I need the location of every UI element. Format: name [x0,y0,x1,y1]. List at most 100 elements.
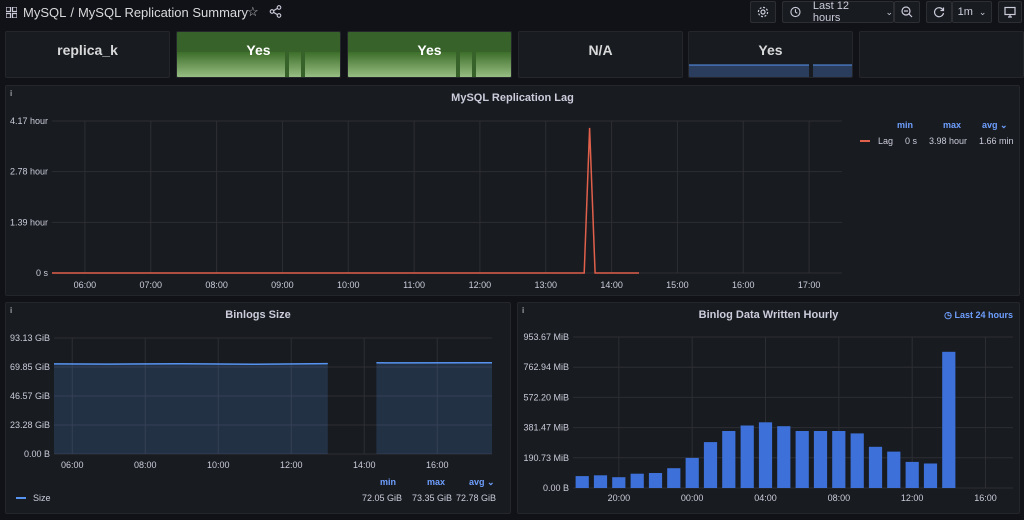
apps-grid-icon[interactable] [6,7,17,18]
bar [703,442,718,488]
info-icon[interactable]: i [10,306,13,315]
x-tick-label: 13:00 [534,280,557,290]
legend-series-name[interactable]: Lag [878,136,894,146]
size-series-area [54,363,328,454]
stat-panel-sql-running: Yes [347,31,512,78]
dashboard-settings-button[interactable] [750,1,776,23]
legend-header-min[interactable]: min [380,477,397,487]
x-tick-label: 12:00 [469,280,492,290]
y-tick-label: 0.00 B [543,483,569,493]
legend-header-max[interactable]: max [427,477,446,487]
x-tick-label: 06:00 [61,460,84,470]
share-icon[interactable] [269,5,282,18]
legend-swatch [860,140,870,142]
x-tick-label: 10:00 [337,280,360,290]
y-tick-label: 762.94 MiB [523,362,569,372]
bar [593,475,608,488]
stat-panel-na: N/A [518,31,683,78]
legend-series-name[interactable]: Size [33,493,51,503]
x-tick-label: 07:00 [139,280,162,290]
y-tick-label: 0.00 B [24,449,50,459]
x-tick-label: 12:00 [901,493,924,503]
zoom-out-button[interactable] [894,1,920,23]
legend-max: 3.98 hour [929,136,968,146]
size-series-area [376,362,492,454]
bar [685,457,699,488]
x-tick-label: 09:00 [271,280,294,290]
stat-panel-read-only: Yes [688,31,853,78]
stat-sparkline [177,32,340,77]
bar [648,473,663,488]
bar [923,463,938,488]
legend-swatch [16,497,26,499]
y-tick-label: 0 s [36,268,49,278]
chevron-down-icon: ⌄ [487,477,495,487]
refresh-button[interactable] [926,1,952,23]
bar [905,461,919,488]
legend-header-min[interactable]: min [897,120,914,130]
x-tick-label: 15:00 [666,280,689,290]
x-tick-label: 16:00 [426,460,449,470]
x-tick-label: 12:00 [280,460,303,470]
info-icon[interactable]: i [522,306,525,315]
refresh-interval-label: 1m [957,6,973,18]
legend-header-avg[interactable]: avg ⌄ [469,477,495,488]
bar [630,473,644,488]
bar [740,425,754,488]
legend-header-max[interactable]: max [943,120,962,130]
time-range-picker[interactable]: Last 12 hours ⌄ [782,0,894,24]
stat-value: Yes [417,42,442,58]
star-icon[interactable]: ☆ [247,4,259,19]
breadcrumb-separator: / [70,5,74,20]
stat-sparkline [689,64,852,77]
clock-icon [790,6,801,18]
bar [612,477,626,488]
bar [575,476,589,488]
bar [667,468,681,488]
panel-title: Binlog Data Written Hourly [698,309,839,321]
y-tick-label: 4.17 hour [10,116,48,126]
chevron-down-icon: ⌄ [885,6,893,17]
x-tick-label: 20:00 [608,493,631,503]
stat-panel-replica-name: replica_k [5,31,170,78]
x-tick-label: 08:00 [134,460,157,470]
y-tick-label: 93.13 GiB [10,333,50,343]
y-tick-label: 381.47 MiB [523,423,569,433]
x-tick-label: 11:00 [403,280,425,290]
tv-mode-button[interactable] [998,1,1022,23]
bar [777,426,791,488]
bar [942,351,956,488]
legend-header-avg[interactable]: avg ⌄ [982,120,1008,131]
x-tick-label: 04:00 [754,493,777,503]
x-tick-label: 08:00 [205,280,228,290]
stat-panel-empty [859,31,1024,78]
x-tick-label: 17:00 [798,280,821,290]
legend-avg: 72.78 GiB [456,493,497,503]
y-tick-label: 1.39 hour [10,217,48,227]
stat-sparkline [348,32,511,77]
time-override-label: Last 24 hours [954,310,1013,320]
bar [832,431,846,488]
chevron-down-icon: ⌄ [1000,120,1008,130]
stat-panel-io-running: Yes [176,31,341,78]
bar [850,433,864,488]
y-tick-label: 2.78 hour [10,167,48,177]
info-icon[interactable]: i [10,89,13,98]
y-tick-label: 953.67 MiB [523,332,569,342]
panel-title: Binlogs Size [225,309,291,321]
bar [887,451,901,488]
x-tick-label: 08:00 [828,493,851,503]
refresh-interval-picker[interactable]: 1m ⌄ [952,1,992,23]
time-range-label: Last 12 hours [812,0,849,24]
lag-series-line [52,127,639,274]
y-tick-label: 23.28 GiB [10,420,50,430]
bar [813,431,828,488]
dashboard-title[interactable]: MySQL Replication Summary [77,5,248,20]
stat-value: Yes [758,42,783,58]
legend-header-avg-label: avg [982,120,998,130]
size-series-line [53,362,328,365]
breadcrumb-folder-link[interactable]: MySQL [23,5,67,20]
x-tick-label: 00:00 [681,493,704,503]
breadcrumb: MySQL / MySQL Replication Summary [23,5,248,20]
binlogs-size-panel: i Binlogs Size 93.13 GiB 69.85 GiB 46.57 G… [5,302,511,514]
